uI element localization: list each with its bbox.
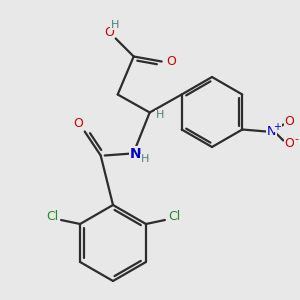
Text: Cl: Cl xyxy=(168,209,180,223)
Text: H: H xyxy=(155,110,164,121)
Text: H: H xyxy=(110,20,119,29)
Text: O: O xyxy=(284,115,294,128)
Text: -: - xyxy=(294,134,298,145)
Text: O: O xyxy=(73,117,82,130)
Text: Cl: Cl xyxy=(46,209,58,223)
Text: N: N xyxy=(267,125,276,138)
Text: O: O xyxy=(284,137,294,150)
Text: O: O xyxy=(104,26,114,39)
Text: H: H xyxy=(140,154,149,164)
Text: N: N xyxy=(130,146,142,161)
Text: +: + xyxy=(273,122,281,131)
Text: O: O xyxy=(166,55,175,68)
